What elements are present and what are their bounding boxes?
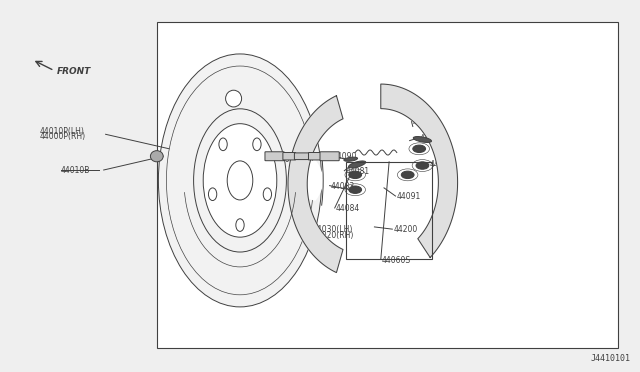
Text: 44084: 44084 (336, 204, 360, 213)
Ellipse shape (219, 138, 227, 151)
Ellipse shape (150, 151, 163, 162)
Text: J4410101: J4410101 (590, 354, 630, 363)
Text: 44000P(RH): 44000P(RH) (40, 132, 86, 141)
Ellipse shape (413, 137, 431, 142)
Ellipse shape (204, 124, 277, 237)
Circle shape (413, 145, 426, 153)
Text: 44051: 44051 (275, 155, 300, 164)
Ellipse shape (166, 66, 314, 295)
FancyBboxPatch shape (320, 152, 339, 161)
Bar (346, 162, 432, 259)
Ellipse shape (209, 188, 217, 201)
Ellipse shape (236, 219, 244, 231)
Circle shape (349, 186, 362, 193)
Text: 44083: 44083 (419, 134, 444, 143)
Text: 44091: 44091 (397, 192, 421, 201)
Circle shape (401, 171, 414, 179)
Ellipse shape (263, 188, 271, 201)
FancyBboxPatch shape (294, 153, 310, 160)
Ellipse shape (227, 161, 253, 200)
FancyBboxPatch shape (265, 152, 284, 161)
Ellipse shape (253, 138, 261, 151)
Polygon shape (288, 96, 343, 273)
Text: 44090: 44090 (333, 152, 357, 161)
Circle shape (416, 162, 429, 169)
Text: 44180(RH): 44180(RH) (234, 169, 275, 178)
Text: 44200: 44200 (394, 225, 418, 234)
Polygon shape (381, 84, 458, 257)
Text: 44010B: 44010B (61, 166, 90, 174)
Text: 44060S: 44060S (382, 256, 412, 265)
FancyBboxPatch shape (308, 153, 321, 160)
Text: 44084: 44084 (430, 160, 454, 169)
Ellipse shape (159, 54, 322, 307)
FancyBboxPatch shape (283, 153, 296, 160)
Text: FRONT: FRONT (56, 67, 91, 76)
Text: 44180+A(LH): 44180+A(LH) (234, 164, 285, 173)
Text: 44010P(LH): 44010P(LH) (40, 127, 84, 136)
Ellipse shape (344, 157, 358, 161)
Ellipse shape (349, 161, 365, 168)
Text: 44083: 44083 (331, 182, 355, 190)
Text: 44081: 44081 (346, 167, 370, 176)
Ellipse shape (226, 90, 242, 107)
Text: 44020(RH): 44020(RH) (312, 231, 354, 240)
Text: 44030(LH): 44030(LH) (312, 225, 353, 234)
Ellipse shape (193, 109, 287, 252)
Bar (157, 22, 618, 348)
Circle shape (349, 171, 362, 179)
Wedge shape (240, 160, 323, 201)
Text: 44081: 44081 (413, 118, 437, 126)
